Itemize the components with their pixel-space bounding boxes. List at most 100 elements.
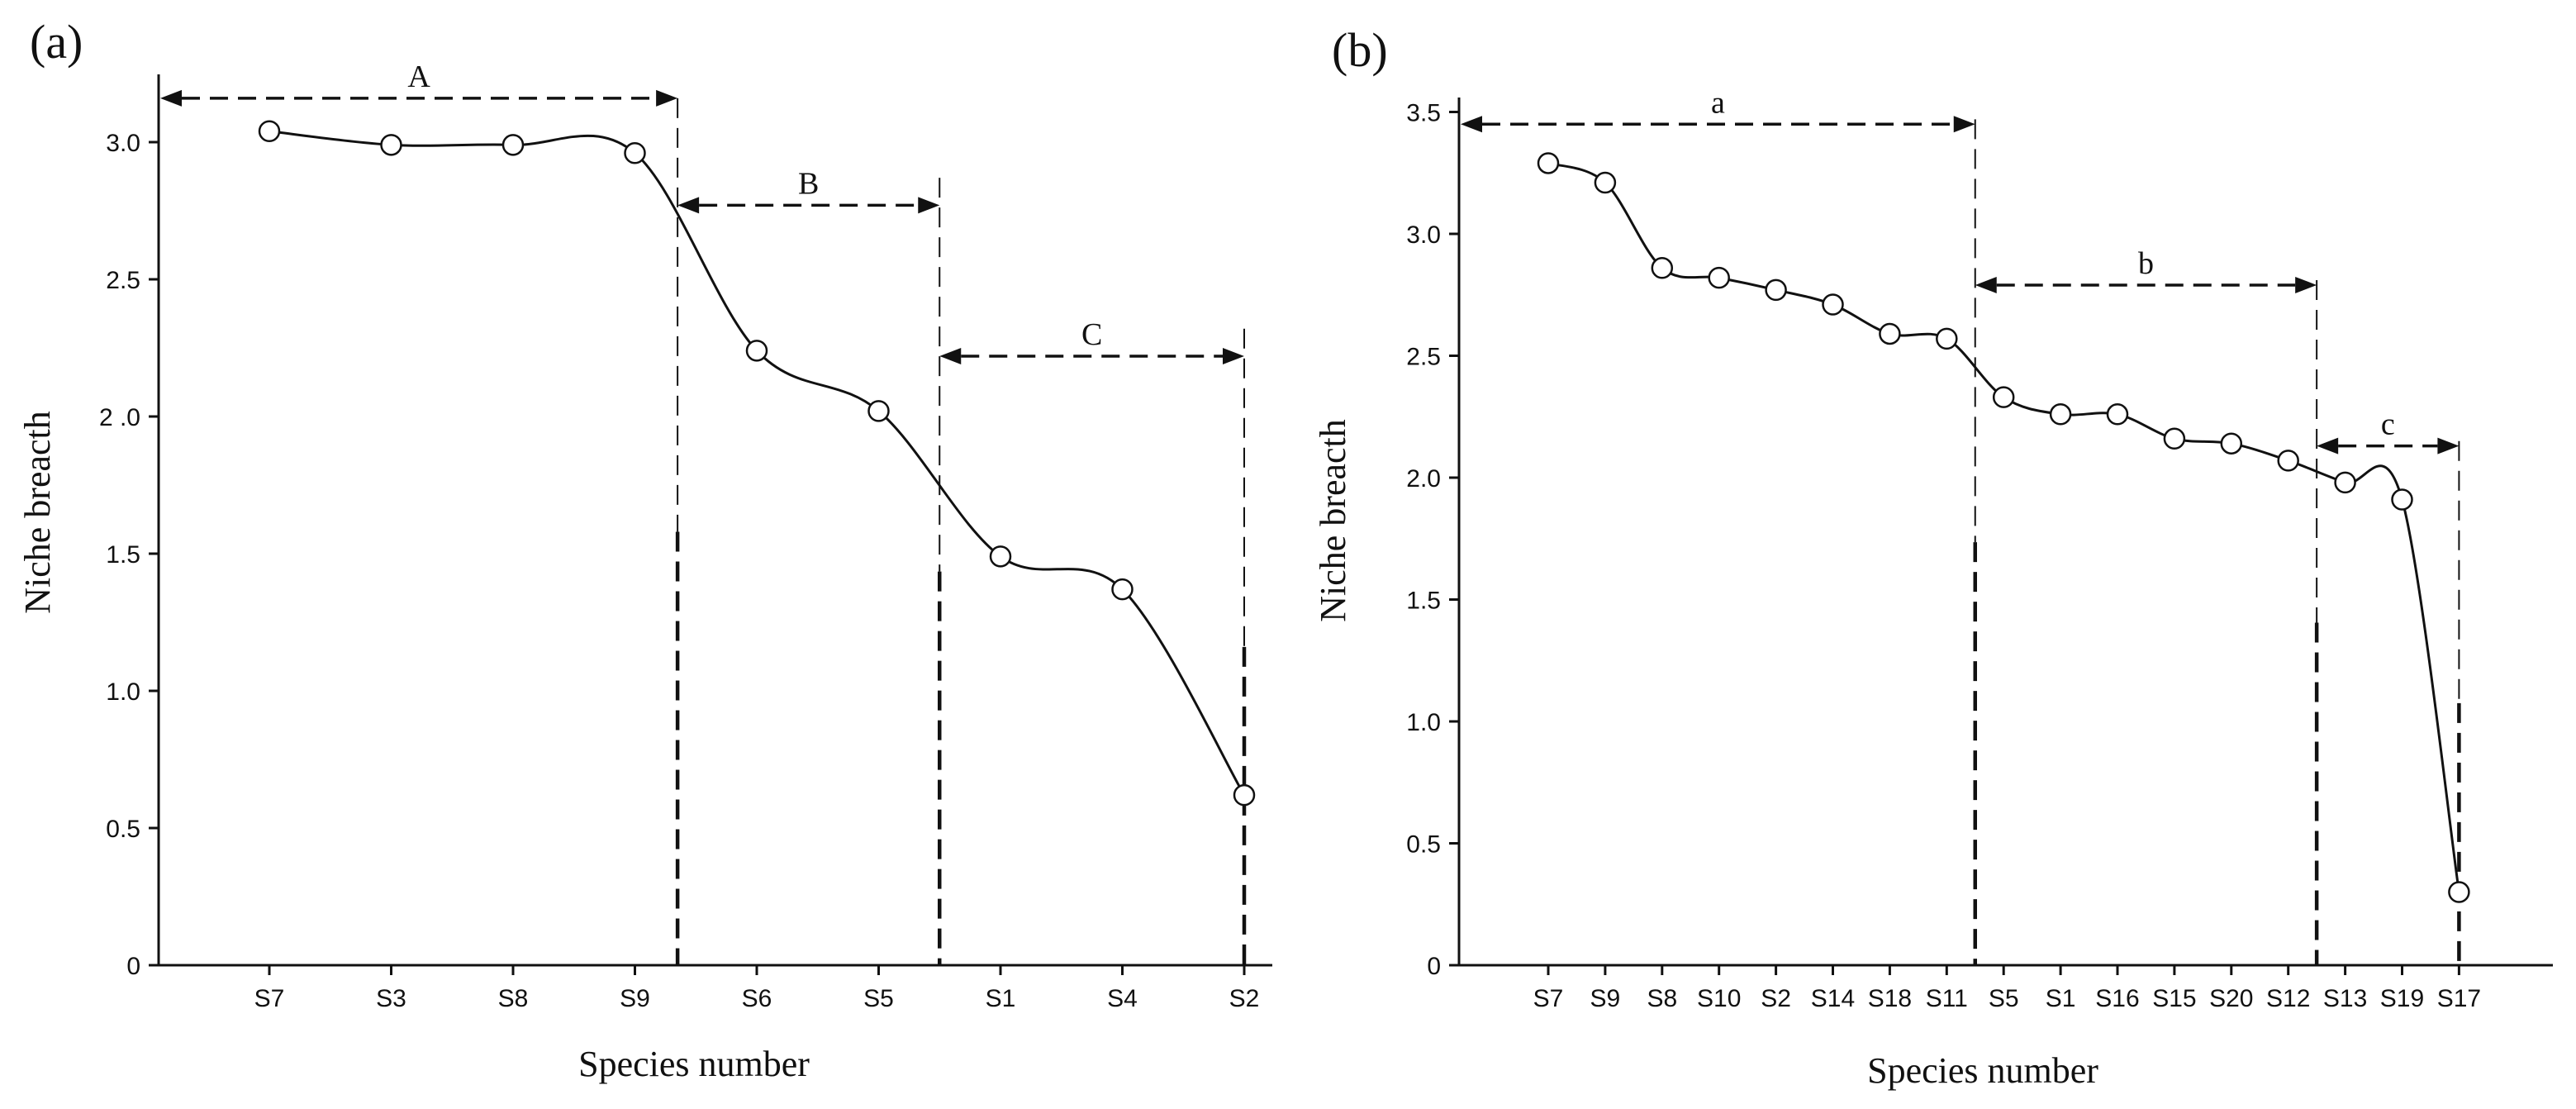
panel-a-x-tick-label: S9	[620, 985, 650, 1012]
panel-b-y-tick-label: 2.5	[1406, 344, 1441, 371]
panel-b-point-S2	[1765, 278, 1787, 302]
panel-a-axes	[157, 74, 1272, 967]
panel-b-group-arrowhead-right	[1953, 116, 1975, 133]
panel-a-y-ticks: 0 0.5 1.0 1.5 2 .0 2.5 3.0	[99, 130, 159, 980]
panel-b-x-tick-label: S14	[1811, 985, 1855, 1012]
panel-b-point-S9	[1594, 171, 1617, 194]
panel-b-x-tick-label: S18	[1868, 985, 1912, 1012]
panel-b-point-S17	[2448, 881, 2470, 903]
panel-a-point-S9	[624, 142, 646, 164]
panel-a-y-tick-label: 2 .0	[99, 404, 140, 431]
panel-b-x-tick-label: S19	[2380, 985, 2424, 1012]
panel-a-group-arrowhead-left	[677, 197, 700, 214]
panel-b-axes	[1457, 98, 2553, 967]
panel-b-x-tick-label: S1	[2046, 985, 2076, 1012]
panel-b-y-tick-label: 1.0	[1406, 709, 1441, 736]
panel-a-x-tick-label: S7	[254, 985, 285, 1012]
panel-b-x-tick-label: S11	[1926, 985, 1968, 1012]
panel-b-groups: a b c	[1461, 85, 2461, 965]
panel-a-point-S1	[989, 545, 1012, 568]
panel-b-x-tick-label: S12	[2266, 985, 2310, 1012]
panel-b-x-tick-label: S5	[1989, 985, 2019, 1012]
panel-b-series-line	[1547, 162, 2460, 892]
panel-b-y-tick-label: 3.5	[1406, 100, 1441, 127]
panel-a-group-label: A	[407, 59, 430, 94]
panel-b-point-S12	[2277, 450, 2299, 472]
panel-b-point-S14	[1822, 293, 1844, 316]
panel-a-group-arrowhead-right	[656, 89, 678, 107]
panel-b-point-S18	[1879, 322, 1901, 345]
panel-b-x-ticks: S7 S9 S8 S10 S2 S14 S18 S11 S5 S1 S16 S15 S20 S12 S13 S…	[1533, 965, 2481, 1012]
panel-b-x-tick-label: S7	[1533, 985, 1564, 1012]
panel-a-y-tick-label: 0	[126, 953, 140, 980]
panel-a-y-axis-title: Niche breacth	[17, 411, 58, 614]
panel-a-group-label: B	[798, 166, 819, 201]
panel-b-x-axis-title: Species number	[1867, 1050, 2098, 1091]
panel-a-group-arrowhead-right	[918, 197, 940, 214]
panel-b-group-arrowhead-right	[2437, 437, 2460, 455]
panel-b-point-S19	[2391, 488, 2413, 511]
panel-b-x-tick-label: S13	[2323, 985, 2367, 1012]
panel-b-group-arrowhead-left	[1975, 276, 1997, 293]
panel-b-point-S8	[1651, 257, 1674, 279]
panel-a-group-arrowhead-left	[160, 89, 182, 107]
panel-a-x-tick-label: S2	[1229, 985, 1260, 1012]
panel-b-x-tick-label: S8	[1647, 985, 1677, 1012]
panel-a-point-S7	[258, 120, 281, 142]
panel-a-group-arrowhead-right	[1223, 347, 1244, 364]
panel-a-x-tick-label: S8	[498, 985, 529, 1012]
panel-a-series	[258, 120, 1256, 807]
panel-a-point-S5	[867, 400, 890, 422]
panel-a-y-tick-label: 1.0	[106, 678, 140, 706]
panel-b-point-S15	[2163, 427, 2186, 450]
panel-a-series-line	[269, 130, 1246, 796]
panel-b-y-tick-label: 3.0	[1406, 221, 1441, 249]
panel-a-y-tick-label: 3.0	[106, 130, 140, 157]
panel-b-point-S20	[2220, 432, 2243, 455]
panel-b-point-S13	[2334, 471, 2356, 494]
panel-b-axis-lines	[1457, 98, 2553, 967]
panel-b-point-S16	[2106, 403, 2129, 426]
panel-a-group-label: C	[1081, 317, 1102, 352]
panel-b-x-tick-label: S10	[1697, 985, 1741, 1012]
panel-a-x-tick-label: S4	[1107, 985, 1138, 1012]
panel-b-point-S7	[1537, 152, 1560, 174]
panel-a-y-tick-label: 2.5	[106, 267, 140, 294]
panel-b-y-tick-label: 2.0	[1406, 465, 1441, 493]
panel-b-x-tick-label: S2	[1761, 985, 1791, 1012]
panel-b-x-tick-label: S20	[2209, 985, 2253, 1012]
panel-b-label: (b)	[1332, 23, 1388, 77]
panel-b-x-tick-label: S17	[2437, 985, 2481, 1012]
panel-a-x-ticks: S7 S3 S8 S9 S6 S5 S1 S4 S2	[254, 965, 1260, 1012]
panel-a-chart: (a) Species number Niche breacth 0 0.5 1.0…	[17, 15, 1272, 1084]
panel-b-group-label: a	[1711, 85, 1725, 120]
panel-b-y-axis-title: Niche breacth	[1313, 419, 1353, 622]
panel-b-group-arrowhead-right	[2295, 276, 2317, 293]
panel-b-y-tick-label: 1.5	[1406, 588, 1441, 615]
panel-b-point-S1	[2049, 403, 2072, 426]
panel-b-point-S10	[1708, 266, 1730, 289]
panel-b-group-label: b	[2138, 246, 2154, 281]
panel-a-point-S4	[1111, 578, 1134, 601]
panel-a-x-axis-title: Species number	[578, 1044, 810, 1084]
panel-b-x-tick-label: S9	[1590, 985, 1621, 1012]
panel-b-x-tick-label: S15	[2152, 985, 2196, 1012]
panel-a-axis-lines	[157, 74, 1272, 967]
panel-a-x-tick-label: S5	[863, 985, 894, 1012]
panel-a-x-tick-label: S6	[742, 985, 772, 1012]
panel-a-point-S8	[501, 134, 525, 156]
panel-a-groups: A B C	[160, 59, 1247, 965]
panel-a-y-tick-label: 1.5	[106, 541, 140, 569]
panel-b-group-arrowhead-left	[1461, 116, 1482, 133]
panel-a-x-tick-label: S3	[376, 985, 406, 1012]
panel-b-series	[1537, 152, 2470, 903]
panel-b-y-tick-label: 0.5	[1406, 831, 1441, 859]
panel-a-point-S6	[745, 340, 768, 362]
panel-b-y-ticks: 0 0.5 1.0 1.5 2.0 2.5 3.0 3.5	[1406, 100, 1459, 980]
panel-a-point-S3	[380, 134, 402, 156]
panel-b-point-S5	[1992, 386, 2015, 408]
panel-b-group-label: c	[2381, 407, 2395, 442]
panel-a-y-tick-label: 0.5	[106, 816, 140, 843]
panel-b-point-S11	[1936, 327, 1958, 350]
